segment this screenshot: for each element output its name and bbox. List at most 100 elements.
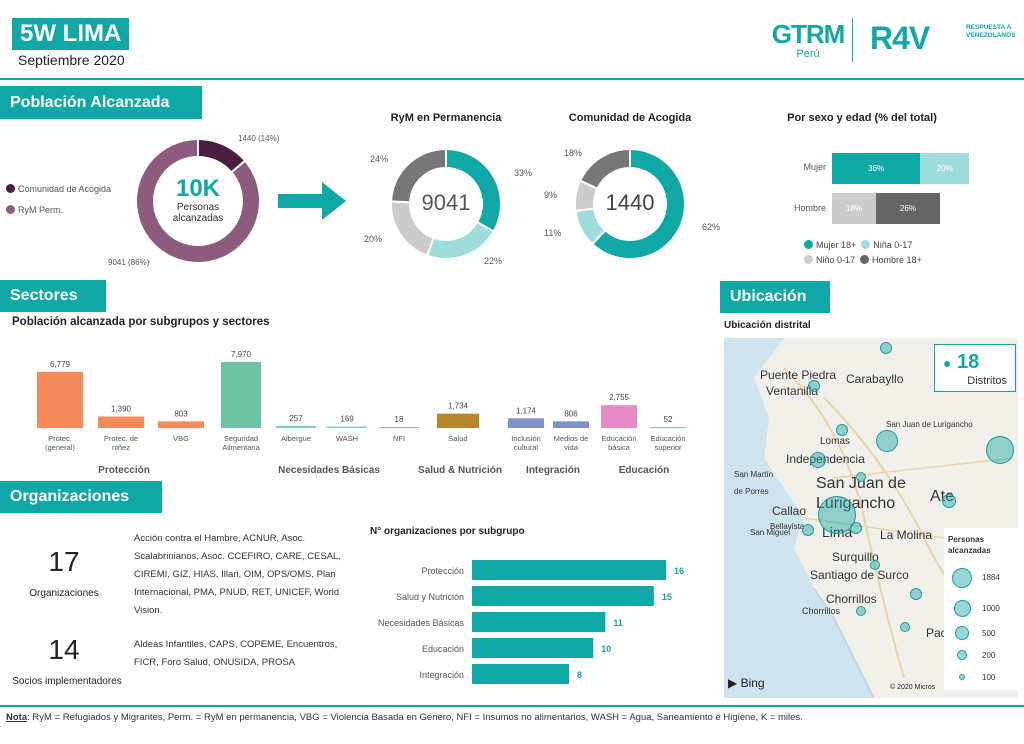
district-map[interactable]: Puente Piedra Ventanilla Carabayllo San … (724, 338, 1018, 698)
map-bubble[interactable] (876, 430, 898, 452)
rym-label-33: 33% (514, 168, 533, 178)
legend-dot-icon (6, 184, 15, 193)
sector-bar (221, 362, 261, 428)
map-bubble[interactable] (850, 522, 862, 534)
sector-category-label: cultural (514, 443, 539, 452)
legend-bubble-500 (955, 626, 969, 640)
map-bubble[interactable] (986, 436, 1014, 464)
map-place-chorrillos-1: Chorrillos (826, 592, 877, 606)
sector-group-label: Necesidades Básicas (278, 465, 380, 476)
sexo-bar-segment: 20% (920, 153, 970, 184)
section-poblacion: Población Alcanzada (0, 86, 202, 119)
sector-category-label: Seguridad (224, 434, 258, 443)
map-bubble[interactable] (818, 496, 856, 534)
ubicacion-subtitle: Ubicación distrital (724, 320, 811, 331)
location-pin-icon: ● (943, 355, 952, 371)
r4v-logo: R4V (870, 20, 930, 57)
com-label-9: 9% (544, 190, 558, 200)
org-bar (472, 638, 594, 658)
map-place-lomas: Lomas (820, 436, 851, 447)
sector-bar (276, 425, 316, 428)
rym-label-24: 24% (370, 154, 389, 164)
legend-nina: Niña 0-17 (861, 240, 912, 250)
socios-count-label: Socios implementadores (12, 676, 122, 687)
main-donut-label1: Personas (176, 202, 220, 213)
sector-category-label: Educación (601, 434, 636, 443)
org-bar-chart: Protección 16 Salud y Nutrición 15 Necesidad… (378, 560, 684, 684)
rym-donut-chart (390, 147, 502, 260)
distritos-card-row: ● 18 (943, 351, 979, 374)
sector-category-label: Inclusión (511, 434, 541, 443)
org-chart-title: N° organizaciones por subgrupo (370, 526, 525, 537)
org-bar (472, 664, 569, 684)
map-bubble[interactable] (870, 560, 880, 570)
map-place-surquillo: Surquillo (832, 550, 879, 564)
legend-mujer18: Mujer 18+ (804, 240, 856, 250)
map-bubble[interactable] (942, 494, 956, 508)
legend-value-200: 200 (982, 651, 996, 660)
map-bubble[interactable] (836, 424, 848, 436)
legend-hombre18: Hombre 18+ (860, 255, 922, 265)
sector-bar-value: 1,390 (111, 404, 132, 413)
map-bubble[interactable] (910, 588, 922, 600)
sector-category-label: Medios de (554, 434, 589, 443)
sector-bar (379, 427, 419, 428)
sexo-edad-legend: Mujer 18+ Niña 0-17 Niño 0-17 Hombre 18+ (804, 238, 974, 268)
org-bar-label: Integración (419, 670, 464, 680)
map-place-puente-piedra: Puente Piedra (760, 368, 837, 382)
org-bar-value: 8 (577, 670, 582, 680)
map-bubble[interactable] (802, 524, 814, 536)
legend-nina-label: Niña 0-17 (873, 240, 913, 250)
map-place-surco: Santiago de Surco (810, 568, 909, 582)
map-bubble[interactable] (856, 606, 866, 616)
sexo-bar-segment: 26% (876, 193, 940, 224)
com-label-11: 11% (544, 228, 562, 238)
sector-category-label: Alimentaria (222, 443, 260, 452)
rym-donut-slice (390, 147, 447, 204)
org-count-label: Organizaciones (29, 588, 99, 599)
sector-group-label: Protección (98, 465, 150, 476)
sector-category-label: básica (608, 443, 631, 452)
map-place-chorrillos-2: Chorrillos (802, 606, 841, 616)
gtrm-logo-sub: Perú (796, 48, 820, 60)
footer-divider (0, 705, 1024, 707)
sector-category-label: NFI (393, 434, 405, 443)
map-bubble[interactable] (856, 472, 866, 482)
map-copyright: © 2020 Micros (890, 684, 936, 691)
main-donut-legend: Comunidad de Acogida RyM Perm. (6, 184, 111, 215)
map-place-carabayllo: Carabayllo (846, 372, 904, 386)
comunidad-donut-center: 1440 (605, 190, 655, 215)
map-bubble[interactable] (880, 342, 892, 354)
distritos-card: ● 18 Distritos (934, 344, 1016, 392)
map-place-la-molina: La Molina (880, 528, 933, 542)
sector-group-label: Educación (619, 465, 670, 476)
sector-bar (553, 421, 589, 428)
gtrm-logo-text: GTRM (771, 19, 846, 49)
sector-bar-value: 18 (395, 415, 404, 424)
sector-category-label: niñez (112, 443, 130, 452)
com-label-62: 62% (702, 222, 721, 232)
legend-comunidad: Comunidad de Acogida (6, 184, 111, 194)
org-bar-value: 15 (662, 592, 672, 602)
legend-value-100: 100 (982, 673, 996, 682)
comunidad-donut-chart (574, 147, 686, 260)
org-bar-value: 11 (613, 618, 623, 628)
map-bubble[interactable] (808, 380, 820, 392)
section-sectores: Sectores (0, 280, 106, 312)
comunidad-donut-title: Comunidad de Acogida (568, 112, 692, 124)
sector-bar-value: 52 (664, 415, 673, 424)
map-bubble[interactable] (810, 452, 826, 468)
legend-dot-icon (804, 255, 813, 264)
org-bar (472, 612, 606, 632)
gtrm-logo: GTRM Perú (770, 20, 846, 60)
map-place-callao: Callao (772, 504, 807, 518)
main-donut-center: 10K Personas alcanzadas (150, 176, 246, 225)
comunidad-donut-slice (578, 147, 631, 191)
map-place-ventanilla: Ventanilla (766, 384, 819, 398)
sector-bar (437, 413, 479, 428)
sexo-row-mujer-label: Mujer (803, 162, 826, 172)
sector-bar (158, 421, 204, 428)
sector-group-label: Integración (526, 465, 580, 476)
map-bubble[interactable] (900, 622, 910, 632)
sector-bar (650, 427, 686, 428)
